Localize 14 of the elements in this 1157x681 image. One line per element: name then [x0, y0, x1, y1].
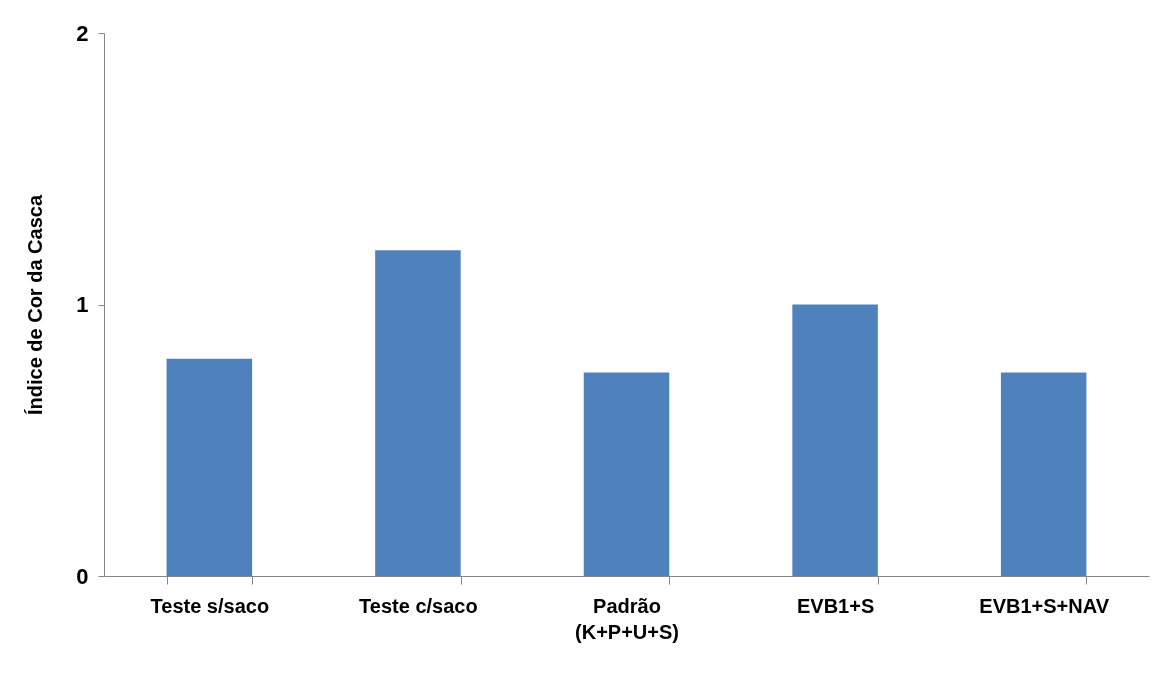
bar	[792, 304, 878, 576]
x-tick-label: EVB1+S	[796, 594, 875, 617]
x-tick-label: Padrão (K+P+U+S)	[575, 594, 679, 643]
bar	[1000, 372, 1087, 576]
bar	[166, 358, 253, 576]
x-tick-label: EVB1+S+NAV	[979, 594, 1110, 617]
y-tick-label: 2	[76, 20, 89, 46]
x-tick-label: Teste s/saco	[150, 594, 270, 617]
bar	[583, 372, 670, 576]
bar	[375, 250, 461, 576]
x-tick-label: Teste c/saco	[359, 594, 478, 617]
y-axis-title: Índice de Cor da Casca	[24, 194, 47, 416]
y-tick-label: 0	[76, 563, 89, 589]
y-tick-label: 1	[76, 292, 89, 317]
